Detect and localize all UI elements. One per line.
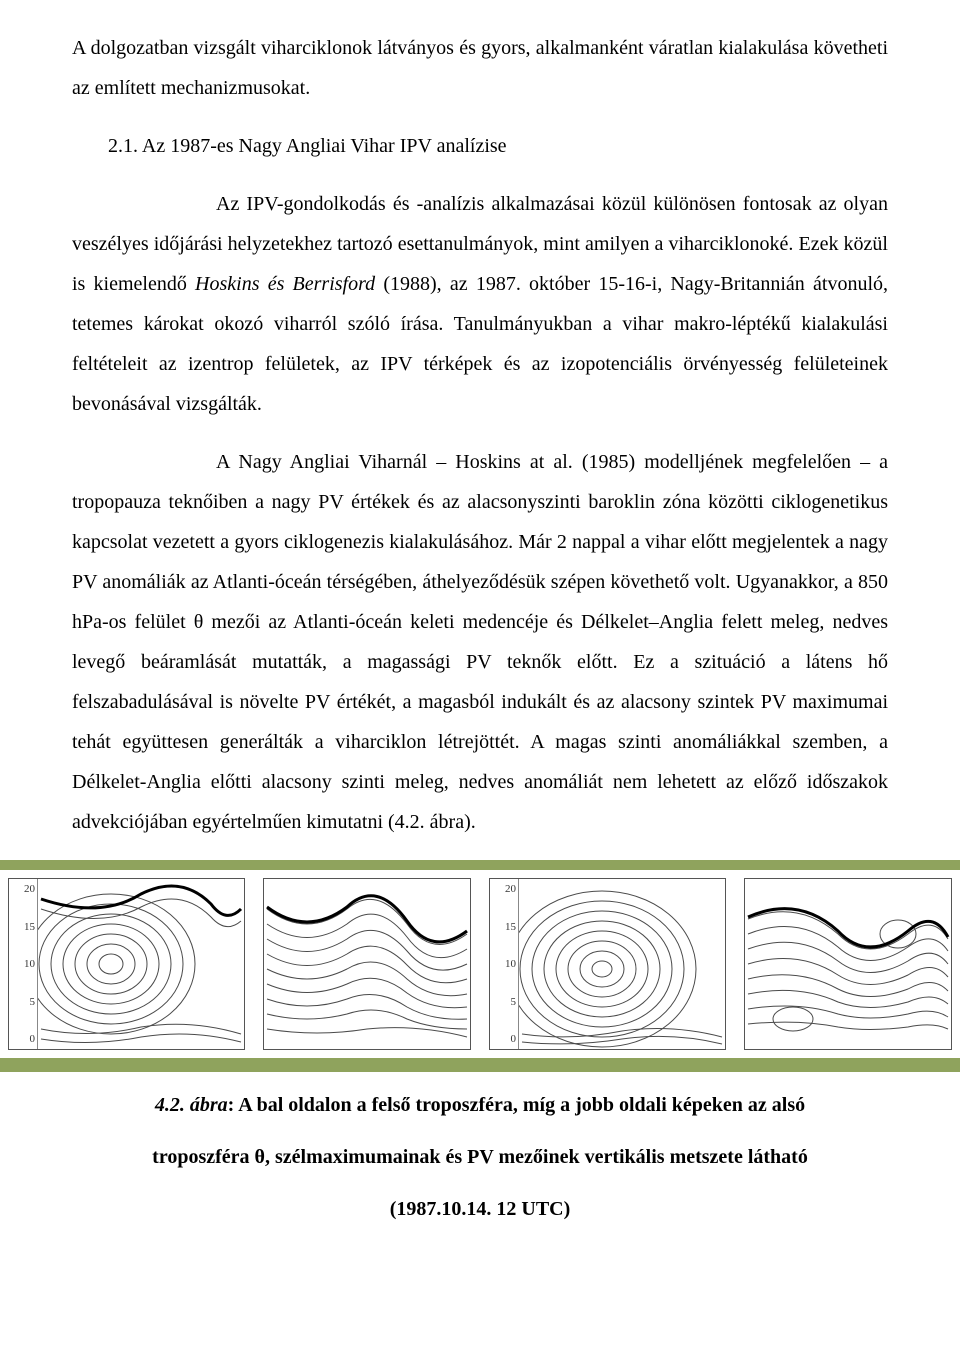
contour-svg [264, 879, 470, 1049]
ytick: 5 [30, 996, 36, 1008]
y-axis-2: 20 15 10 5 0 [490, 879, 518, 1049]
paragraph-intro: A dolgozatban vizsgált viharciklonok lát… [72, 28, 888, 108]
figure-caption-label: 4.2. ábra [155, 1094, 228, 1116]
ytick: 20 [505, 883, 516, 895]
ytick: 10 [505, 958, 516, 970]
paragraph-2-citation: Hoskins és Berrisford [195, 273, 375, 295]
figure-panel-1: 20 15 10 5 0 [8, 878, 245, 1050]
ytick: 10 [24, 958, 35, 970]
ytick: 15 [505, 921, 516, 933]
ytick: 0 [511, 1033, 517, 1045]
page-container: A dolgozatban vizsgált viharciklonok lát… [0, 0, 960, 1268]
figure-panel-2 [263, 878, 471, 1050]
figure-panel-4 [744, 878, 952, 1050]
ytick: 0 [30, 1033, 36, 1045]
contour-panel [745, 879, 951, 1049]
contour-panel [264, 879, 470, 1049]
figure-caption-line1: 4.2. ábra: A bal oldalon a felső troposz… [72, 1086, 888, 1124]
figure-strip: 20 15 10 5 0 [0, 860, 960, 1072]
figure-row: 20 15 10 5 0 [0, 874, 960, 1054]
figure-caption-line2: troposzféra θ, szélmaximumainak és PV me… [72, 1138, 888, 1176]
contour-svg [745, 879, 951, 1049]
contour-panel [518, 879, 725, 1049]
paragraph-2: Az IPV-gondolkodás és -analízis alkalmaz… [72, 184, 888, 424]
figure-panel-3: 20 15 10 5 0 [489, 878, 726, 1050]
contour-svg [38, 879, 244, 1049]
section-heading: 2.1. Az 1987-es Nagy Angliai Vihar IPV a… [72, 126, 888, 166]
ytick: 15 [24, 921, 35, 933]
paragraph-3: A Nagy Angliai Viharnál – Hoskins at al.… [72, 442, 888, 842]
figure-caption-text1: : A bal oldalon a felső troposzféra, míg… [228, 1094, 805, 1116]
y-axis-1: 20 15 10 5 0 [9, 879, 37, 1049]
ytick: 5 [511, 996, 517, 1008]
contour-panel [37, 879, 244, 1049]
figure-caption-line3: (1987.10.14. 12 UTC) [72, 1190, 888, 1228]
ytick: 20 [24, 883, 35, 895]
contour-svg [519, 879, 725, 1049]
